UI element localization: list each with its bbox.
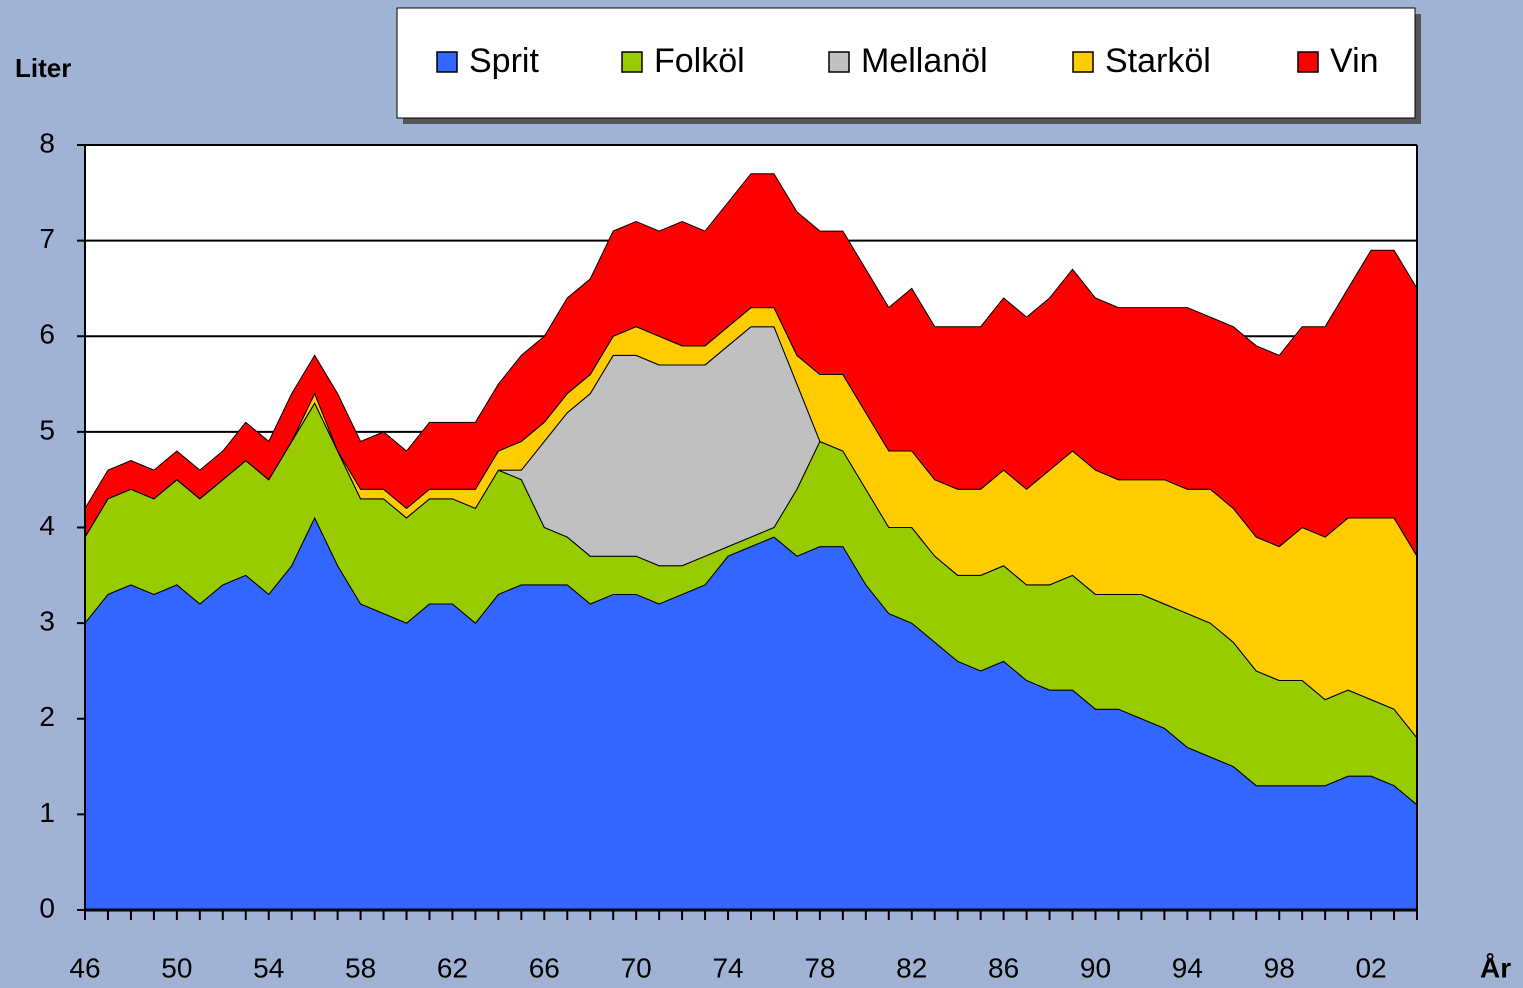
- x-axis-label: År: [1480, 952, 1511, 983]
- legend-swatch: [828, 51, 850, 73]
- x-tick-label: 50: [161, 952, 192, 983]
- x-tick-label: 46: [69, 952, 100, 983]
- x-tick-label: 82: [896, 952, 927, 983]
- y-tick-label: 6: [39, 319, 55, 350]
- x-tick-label: 02: [1355, 952, 1386, 983]
- legend-label: Starköl: [1105, 42, 1211, 80]
- legend-label: Vin: [1330, 42, 1379, 80]
- y-tick-label: 5: [39, 414, 55, 445]
- x-tick-label: 58: [345, 952, 376, 983]
- y-tick-label: 8: [39, 127, 55, 158]
- y-axis-label: Liter: [15, 53, 71, 83]
- legend-swatch: [1072, 51, 1094, 73]
- x-tick-label: 62: [437, 952, 468, 983]
- legend-label: Sprit: [469, 42, 539, 80]
- x-tick-label: 94: [1172, 952, 1203, 983]
- legend-swatch: [621, 51, 643, 73]
- legend-label: Folköl: [654, 42, 745, 80]
- x-tick-label: 70: [621, 952, 652, 983]
- x-tick-label: 98: [1264, 952, 1295, 983]
- y-tick-label: 3: [39, 606, 55, 637]
- legend-swatch: [1297, 51, 1319, 73]
- legend-box: [396, 7, 1416, 119]
- x-tick-label: 90: [1080, 952, 1111, 983]
- y-tick-label: 7: [39, 223, 55, 254]
- y-tick-label: 4: [39, 510, 55, 541]
- legend-swatch: [436, 51, 458, 73]
- y-tick-label: 2: [39, 701, 55, 732]
- y-tick-label: 0: [39, 892, 55, 923]
- legend-label: Mellanöl: [861, 42, 988, 80]
- x-tick-label: 78: [804, 952, 835, 983]
- y-tick-label: 1: [39, 797, 55, 828]
- x-tick-label: 54: [253, 952, 284, 983]
- x-tick-label: 66: [529, 952, 560, 983]
- x-tick-label: 86: [988, 952, 1019, 983]
- x-tick-label: 74: [712, 952, 743, 983]
